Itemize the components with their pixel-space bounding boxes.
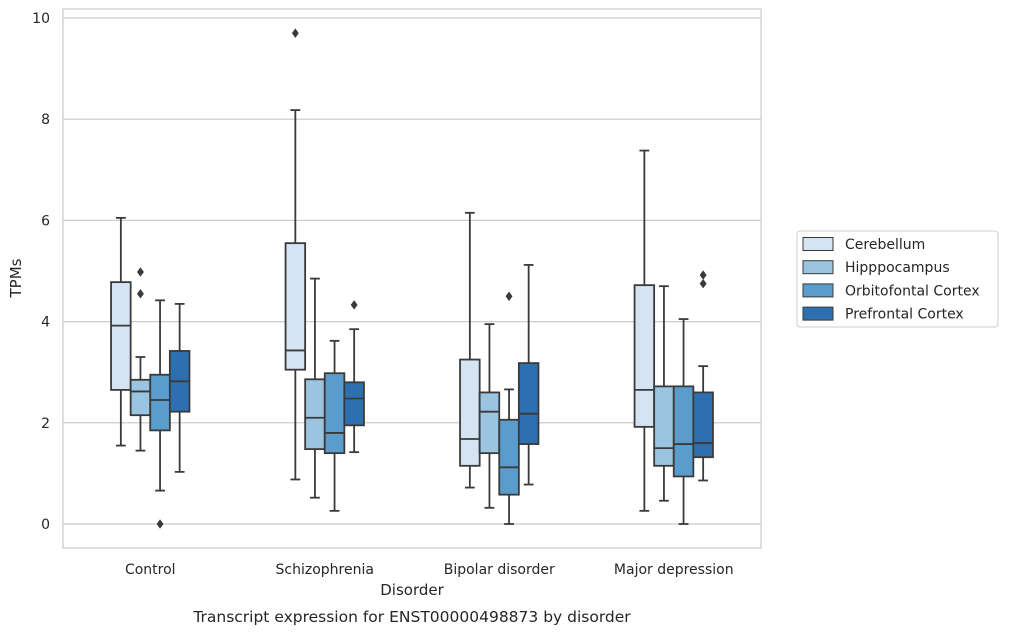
box-3-0 xyxy=(633,149,656,512)
box-1-2 xyxy=(323,339,346,512)
box-2-2 xyxy=(498,291,520,525)
outlier-0 xyxy=(350,300,358,310)
outlier-0 xyxy=(505,291,513,302)
legend-frame xyxy=(796,230,999,328)
legend-label-2: Orbitofontal Cortex xyxy=(845,283,980,299)
box-1-0 xyxy=(284,28,307,481)
legend-swatch-2 xyxy=(802,283,834,298)
box-body xyxy=(653,385,675,467)
x-tick-label-3: Major depression xyxy=(614,562,734,578)
y-tick-label-5: 10 xyxy=(32,11,50,27)
box-0-0 xyxy=(110,216,132,447)
y-tick-label-0: 0 xyxy=(41,517,50,533)
box-body xyxy=(304,378,326,451)
box-body xyxy=(459,358,481,467)
box-0-1 xyxy=(129,267,152,452)
y-tick-label-3: 6 xyxy=(41,213,50,229)
legend: Cerebellum Hipppocampus Orbitofontal Corte… xyxy=(796,230,999,328)
box-body xyxy=(517,362,540,445)
box-3-3 xyxy=(692,270,714,482)
box-body xyxy=(284,242,307,371)
plot-frame xyxy=(62,8,762,549)
box-body xyxy=(343,381,365,427)
y-tick-labels: 0 2 4 6 8 10 xyxy=(32,11,50,533)
x-tick-labels: Control Schizophrenia Bipolar disorder Majo… xyxy=(125,562,734,578)
box-body xyxy=(323,372,346,455)
box-body xyxy=(633,284,656,428)
x-tick-label-2: Bipolar disorder xyxy=(444,562,555,578)
y-tick-label-4: 8 xyxy=(41,112,50,128)
box-body xyxy=(110,281,132,391)
legend-swatch-3 xyxy=(802,306,834,321)
outlier-1 xyxy=(699,278,707,289)
outlier-0 xyxy=(291,28,299,39)
y-axis-label: TPMs xyxy=(7,258,25,298)
box-1-1 xyxy=(304,277,326,499)
box-2-1 xyxy=(478,323,501,509)
box-0-3 xyxy=(168,302,191,473)
box-body xyxy=(692,391,714,459)
outlier-0 xyxy=(136,267,144,277)
outlier-1 xyxy=(136,288,144,299)
legend-label-1: Hipppocampus xyxy=(845,260,950,276)
legend-swatch-0 xyxy=(802,237,834,251)
x-tick-label-1: Schizophrenia xyxy=(276,562,374,578)
box-body xyxy=(129,378,152,417)
box-body xyxy=(672,385,695,478)
legend-label-3: Prefrontal Cortex xyxy=(845,307,964,323)
box-1-3 xyxy=(343,300,365,454)
box-3-2 xyxy=(672,318,695,525)
box-body xyxy=(498,418,520,496)
box-0-2 xyxy=(149,299,171,529)
box-3-1 xyxy=(653,285,675,502)
x-axis-label: Disorder xyxy=(380,581,444,599)
outlier-0 xyxy=(699,270,707,280)
chart-caption: Transcript expression for ENST0000049887… xyxy=(192,608,631,626)
box-body xyxy=(478,391,501,455)
legend-swatch-1 xyxy=(802,260,834,275)
y-tick-label-1: 2 xyxy=(41,416,50,432)
outlier-0 xyxy=(156,519,164,529)
box-layer xyxy=(110,28,714,529)
legend-label-0: Cerebellum xyxy=(845,237,925,253)
box-body xyxy=(149,373,171,432)
box-2-3 xyxy=(517,264,540,486)
y-tick-label-2: 4 xyxy=(41,315,50,331)
box-2-0 xyxy=(459,211,481,489)
x-tick-label-0: Control xyxy=(125,562,176,578)
